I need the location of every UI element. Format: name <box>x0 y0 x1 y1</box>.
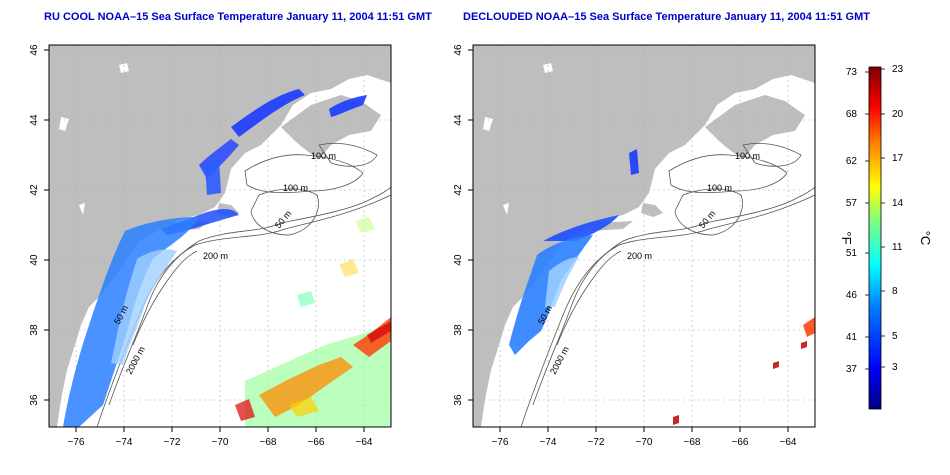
right-panel-title: DECLOUDED NOAA–15 Sea Surface Temperatur… <box>463 11 870 23</box>
right-x-tick: −70 <box>636 437 653 448</box>
colorbar-c-tick: 11 <box>892 242 903 253</box>
right-contour-label-2: 100 m <box>707 183 732 193</box>
left-y-tick: 42 <box>29 184 40 196</box>
left-contour-label-1: 100 m <box>311 151 336 161</box>
right-y-tick-labels: 46 44 42 40 38 36 <box>453 44 464 406</box>
colorbar-f-tick: 51 <box>846 248 858 259</box>
left-contour-label-2: 100 m <box>283 183 308 193</box>
right-x-tick: −74 <box>540 437 557 448</box>
colorbar-f-tick: 37 <box>846 364 858 375</box>
right-x-tick: −66 <box>732 437 749 448</box>
left-x-tick: −70 <box>212 437 229 448</box>
left-y-tick-labels: 46 44 42 40 38 36 <box>29 44 40 406</box>
right-x-tick: −76 <box>492 437 509 448</box>
left-y-tick: 36 <box>29 394 40 406</box>
right-x-tick: −68 <box>684 437 701 448</box>
colorbar-c-tick: 5 <box>892 331 898 342</box>
left-sst-overlay <box>63 89 391 427</box>
colorbar-ticks <box>865 68 885 370</box>
left-y-tick: 38 <box>29 324 40 336</box>
colorbar-f-tick: 57 <box>846 198 858 209</box>
colorbar-f-tick: 41 <box>846 332 858 343</box>
left-map-panel: 100 m 100 m 50 m 200 m 50 m 2000 m −76 −… <box>29 44 392 448</box>
right-x-tick-labels: −76 −74 −72 −70 −68 −66 −64 <box>492 437 797 448</box>
colorbar-c-tick: 8 <box>892 286 898 297</box>
right-y-tick: 46 <box>453 44 464 56</box>
right-contour-label-4: 200 m <box>627 251 652 261</box>
left-axis-ticks <box>44 49 365 432</box>
left-x-tick-labels: −76 −74 −72 −70 −68 −66 −64 <box>68 437 373 448</box>
right-y-tick: 44 <box>453 114 464 126</box>
left-x-tick: −68 <box>260 437 277 448</box>
right-map-panel: 100 m 100 m 50 m 200 m 50 m 2000 m −76 −… <box>453 44 816 448</box>
left-y-tick: 40 <box>29 254 40 266</box>
colorbar-fahrenheit-label: °F <box>839 231 854 244</box>
right-y-tick: 40 <box>453 254 464 266</box>
left-x-tick: −76 <box>68 437 85 448</box>
colorbar-c-tick: 23 <box>892 64 904 75</box>
left-panel-title: RU COOL NOAA–15 Sea Surface Temperature … <box>44 11 432 23</box>
right-y-tick: 38 <box>453 324 464 336</box>
left-x-tick: −72 <box>164 437 181 448</box>
left-y-tick: 46 <box>29 44 40 56</box>
colorbar-f-tick: 46 <box>846 290 858 301</box>
colorbar-f-tick: 62 <box>846 156 858 167</box>
left-x-tick: −74 <box>116 437 133 448</box>
colorbar-c-tick-labels: 23 20 17 14 11 8 5 3 <box>892 64 904 373</box>
right-y-tick: 42 <box>453 184 464 196</box>
colorbar-c-tick: 3 <box>892 362 898 373</box>
colorbar-f-tick: 73 <box>846 67 858 78</box>
left-x-tick: −66 <box>308 437 325 448</box>
colorbar-celsius-label: °C <box>918 231 933 246</box>
colorbar-f-tick-labels: 73 68 62 57 51 46 41 37 <box>846 67 858 375</box>
colorbar-c-tick: 17 <box>892 153 904 164</box>
right-contour-label-1: 100 m <box>735 151 760 161</box>
left-contour-label-4: 200 m <box>203 251 228 261</box>
left-y-tick: 44 <box>29 114 40 126</box>
colorbar-gradient-bar <box>868 66 882 410</box>
left-x-tick: −64 <box>356 437 373 448</box>
right-x-tick: −64 <box>780 437 797 448</box>
right-y-tick: 36 <box>453 394 464 406</box>
right-sst-overlay <box>509 149 815 425</box>
colorbar: 73 68 62 57 51 46 41 37 23 20 17 14 11 8… <box>839 64 933 410</box>
colorbar-f-tick: 68 <box>846 109 858 120</box>
right-axis-ticks <box>468 49 789 432</box>
right-x-tick: −72 <box>588 437 605 448</box>
colorbar-c-tick: 14 <box>892 198 904 209</box>
colorbar-c-tick: 20 <box>892 109 904 120</box>
